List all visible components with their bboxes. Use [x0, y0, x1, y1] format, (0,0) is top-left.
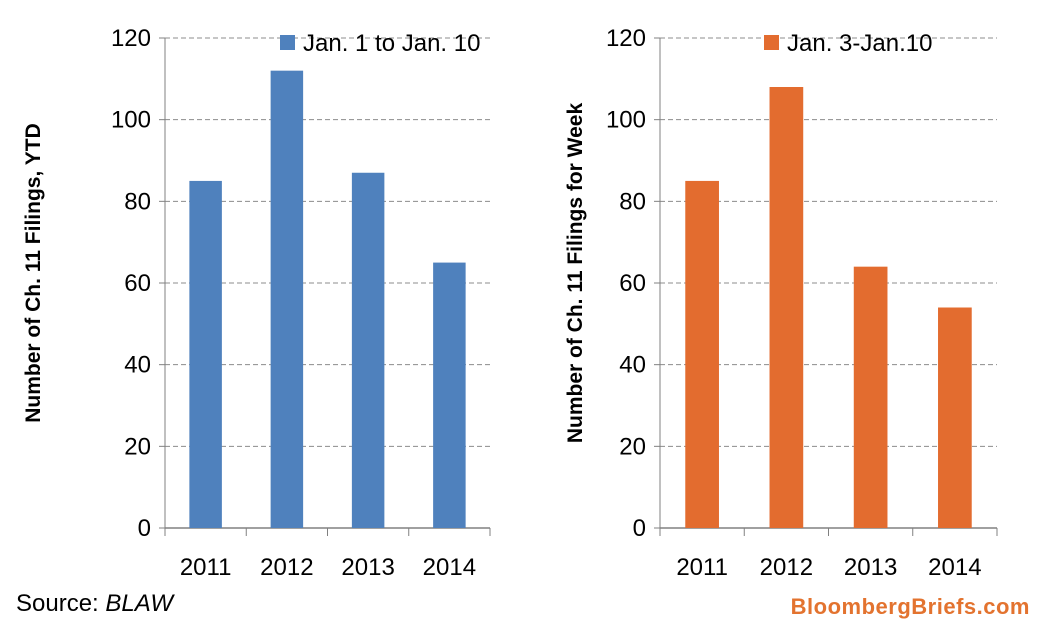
- brand-watermark: BloombergBriefs.com: [790, 594, 1030, 619]
- source-note: Source: BLAW: [16, 590, 173, 618]
- x-tick-label: 2012: [760, 554, 813, 581]
- bar: [270, 70, 304, 529]
- legend-label: Jan. 3-Jan.10: [787, 30, 932, 57]
- y-tick-label: 60: [619, 270, 646, 297]
- y-tick-label: 120: [606, 25, 646, 52]
- y-axis-label: Number of Ch. 11 Filings for Week: [564, 103, 587, 444]
- bar: [938, 307, 972, 528]
- source-label: Source:: [16, 590, 106, 617]
- y-tick-label: 0: [633, 515, 646, 542]
- legend-swatch: [764, 35, 779, 50]
- x-tick-label: 2014: [928, 554, 981, 581]
- legend-swatch: [280, 35, 295, 50]
- source-name: BLAW: [105, 590, 173, 617]
- chart-week: 0 20 40 60 80 100 120 2011 2012 2013 2014 Number of…: [564, 25, 998, 581]
- y-tick-label: 0: [138, 515, 151, 542]
- y-tick-label: 60: [124, 270, 151, 297]
- y-tick-label: 100: [111, 107, 151, 134]
- y-tick-label: 40: [619, 352, 646, 379]
- y-tick-label: 80: [619, 188, 646, 215]
- chart-ytd: 0 20 40 60 80 100 120 2011 2012 2013 2014 Number of…: [22, 25, 491, 581]
- y-tick-label: 20: [124, 433, 151, 460]
- y-tick-label: 100: [606, 107, 646, 134]
- x-tick-label: 2014: [423, 554, 476, 581]
- y-axis-label: Number of Ch. 11 Filings, YTD: [22, 123, 45, 423]
- x-tick-label: 2011: [180, 554, 232, 581]
- y-tick-label: 120: [111, 25, 151, 52]
- bar: [433, 262, 466, 528]
- bar: [685, 180, 719, 528]
- y-tick-label: 20: [619, 433, 646, 460]
- legend-label: Jan. 1 to Jan. 10: [303, 30, 480, 57]
- bar: [769, 87, 804, 528]
- bar: [853, 266, 888, 528]
- x-tick-label: 2012: [260, 554, 313, 581]
- x-tick-label: 2011: [676, 554, 728, 581]
- bar: [351, 172, 385, 528]
- bar: [189, 180, 222, 528]
- y-tick-label: 40: [124, 352, 151, 379]
- y-tick-label: 80: [124, 188, 151, 215]
- x-tick-label: 2013: [844, 554, 897, 581]
- x-tick-label: 2013: [341, 554, 394, 581]
